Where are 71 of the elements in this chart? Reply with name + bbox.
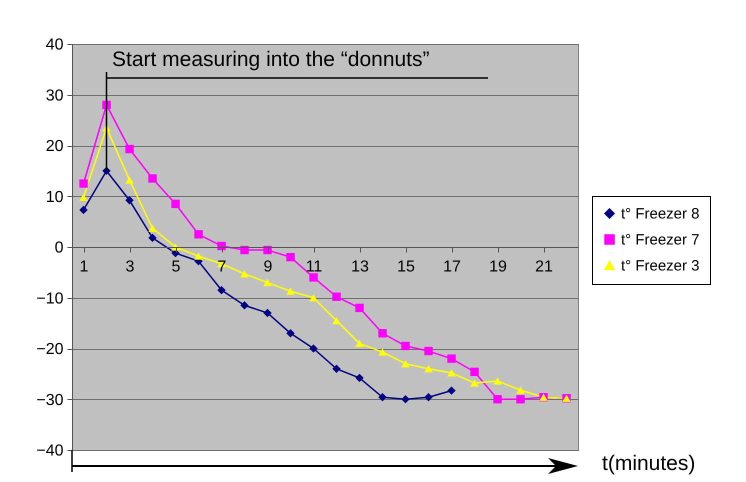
point (401, 395, 410, 404)
point (424, 346, 433, 356)
point (125, 176, 134, 184)
point (516, 386, 525, 394)
x-tick-label: 9 (264, 258, 273, 276)
x-tick-label: 19 (489, 258, 507, 276)
point (332, 364, 341, 373)
point (148, 234, 157, 242)
legend-label: t° Freezer 3 (621, 258, 700, 274)
point (125, 144, 134, 154)
point (378, 329, 387, 338)
x-tick-label: 1 (80, 258, 89, 276)
x-tick-label: 5 (172, 258, 181, 276)
point (493, 377, 502, 385)
point (424, 393, 433, 402)
point (217, 286, 226, 294)
point (378, 393, 387, 402)
point (286, 329, 295, 338)
y-tick-label: 40 (46, 36, 64, 54)
point (401, 360, 410, 368)
x-tick-label: 11 (306, 258, 322, 276)
y-tick-label: 0 (54, 240, 64, 256)
point (148, 174, 157, 183)
point (355, 340, 364, 348)
point (263, 278, 272, 286)
point (286, 288, 295, 295)
y-tick-label: 10 (46, 188, 64, 206)
x-tick-label: 15 (397, 258, 415, 276)
point (194, 230, 203, 238)
point (447, 386, 456, 395)
point (309, 273, 318, 282)
x-tick-label: 3 (126, 258, 135, 276)
x-tick-label: 17 (443, 258, 461, 276)
point (309, 344, 318, 353)
point (355, 304, 364, 312)
x-tick-label: 13 (351, 258, 369, 276)
y-tick-label: −10 (36, 290, 64, 308)
point (194, 252, 203, 260)
point (263, 308, 272, 318)
point (378, 348, 387, 356)
y-tick-label: −40 (36, 442, 64, 460)
annotation: Start measuring into the “donnuts” (112, 48, 430, 71)
point (79, 194, 88, 201)
point (240, 301, 249, 310)
point (493, 395, 502, 404)
point (240, 270, 249, 278)
point (332, 316, 341, 324)
point (332, 292, 341, 301)
legend-label: t° Freezer 7 (621, 232, 700, 248)
x-tick-label: 21 (535, 258, 553, 276)
point (309, 294, 318, 302)
point (125, 196, 134, 204)
point (424, 365, 433, 372)
point (148, 224, 157, 232)
y-tick-label: −30 (36, 392, 64, 409)
legend-label: t° Freezer 8 (621, 206, 700, 222)
point (401, 342, 410, 350)
y-tick-label: 30 (46, 87, 64, 104)
point (79, 179, 88, 188)
point (79, 206, 88, 214)
point (447, 369, 456, 376)
x-axis-title: t(minutes) (602, 452, 696, 476)
y-tick-label: 20 (46, 138, 64, 155)
point (470, 368, 479, 376)
point (516, 395, 525, 404)
point (171, 200, 180, 208)
y-tick-label: −20 (36, 341, 64, 358)
point (286, 252, 295, 262)
point (447, 354, 456, 363)
point (470, 379, 479, 387)
point (355, 374, 364, 382)
